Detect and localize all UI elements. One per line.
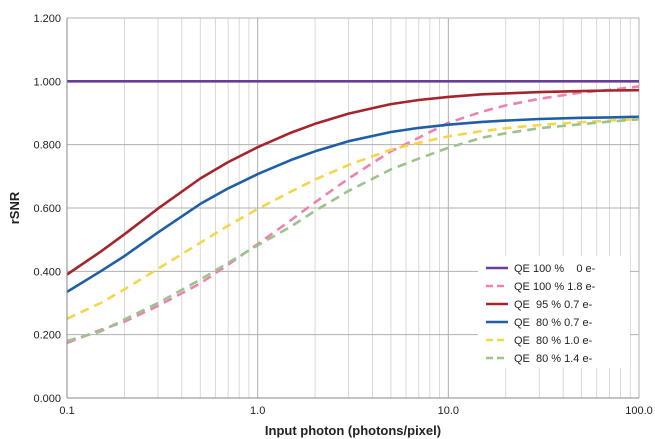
legend-label-4: QE 80 % 0.7 e-	[514, 317, 593, 329]
x-tick-label: 1.0	[250, 405, 265, 417]
x-tick-label: 100.0	[625, 405, 653, 417]
legend-label-3: QE 95 % 0.7 e-	[514, 299, 593, 311]
series-line-6	[66, 118, 640, 343]
series-line-2	[66, 85, 640, 345]
legend-label-1: QE 100 % 0 e-	[514, 263, 596, 275]
y-tick-label: 0.200	[33, 330, 61, 342]
y-tick-label: 1.200	[33, 13, 61, 25]
y-tick-label: 0.800	[33, 140, 61, 152]
x-tick-label: 0.1	[59, 405, 74, 417]
x-tick-label: 10.0	[438, 405, 459, 417]
y-tick-label: 0.000	[33, 393, 61, 405]
y-tick-label: 1.000	[33, 76, 61, 88]
series-line-5	[66, 117, 640, 320]
legend-label-2: QE 100 % 1.8 e-	[514, 281, 596, 293]
y-axis-title: rSNR	[7, 191, 22, 224]
tick-labels: 0.000 0.200 0.400 0.600 0.800 1.000 1.200 0.1 1.…	[33, 13, 652, 417]
legend-box	[478, 256, 630, 368]
series-line-3	[66, 88, 640, 276]
y-tick-label: 0.400	[33, 266, 61, 278]
y-tick-label: 0.600	[33, 203, 61, 215]
series-line-4	[66, 115, 640, 294]
legend-label-6: QE 80 % 1.4 e-	[514, 353, 593, 365]
legend-label-5: QE 80 % 1.0 e-	[514, 335, 593, 347]
legend: QE 100 % 0 e- QE 100 % 1.8 e- QE 95 % 0.7 …	[478, 256, 630, 368]
x-axis-title: Input photon (photons/pixel)	[265, 423, 441, 438]
axes	[66, 18, 639, 399]
series-lines	[66, 80, 640, 345]
